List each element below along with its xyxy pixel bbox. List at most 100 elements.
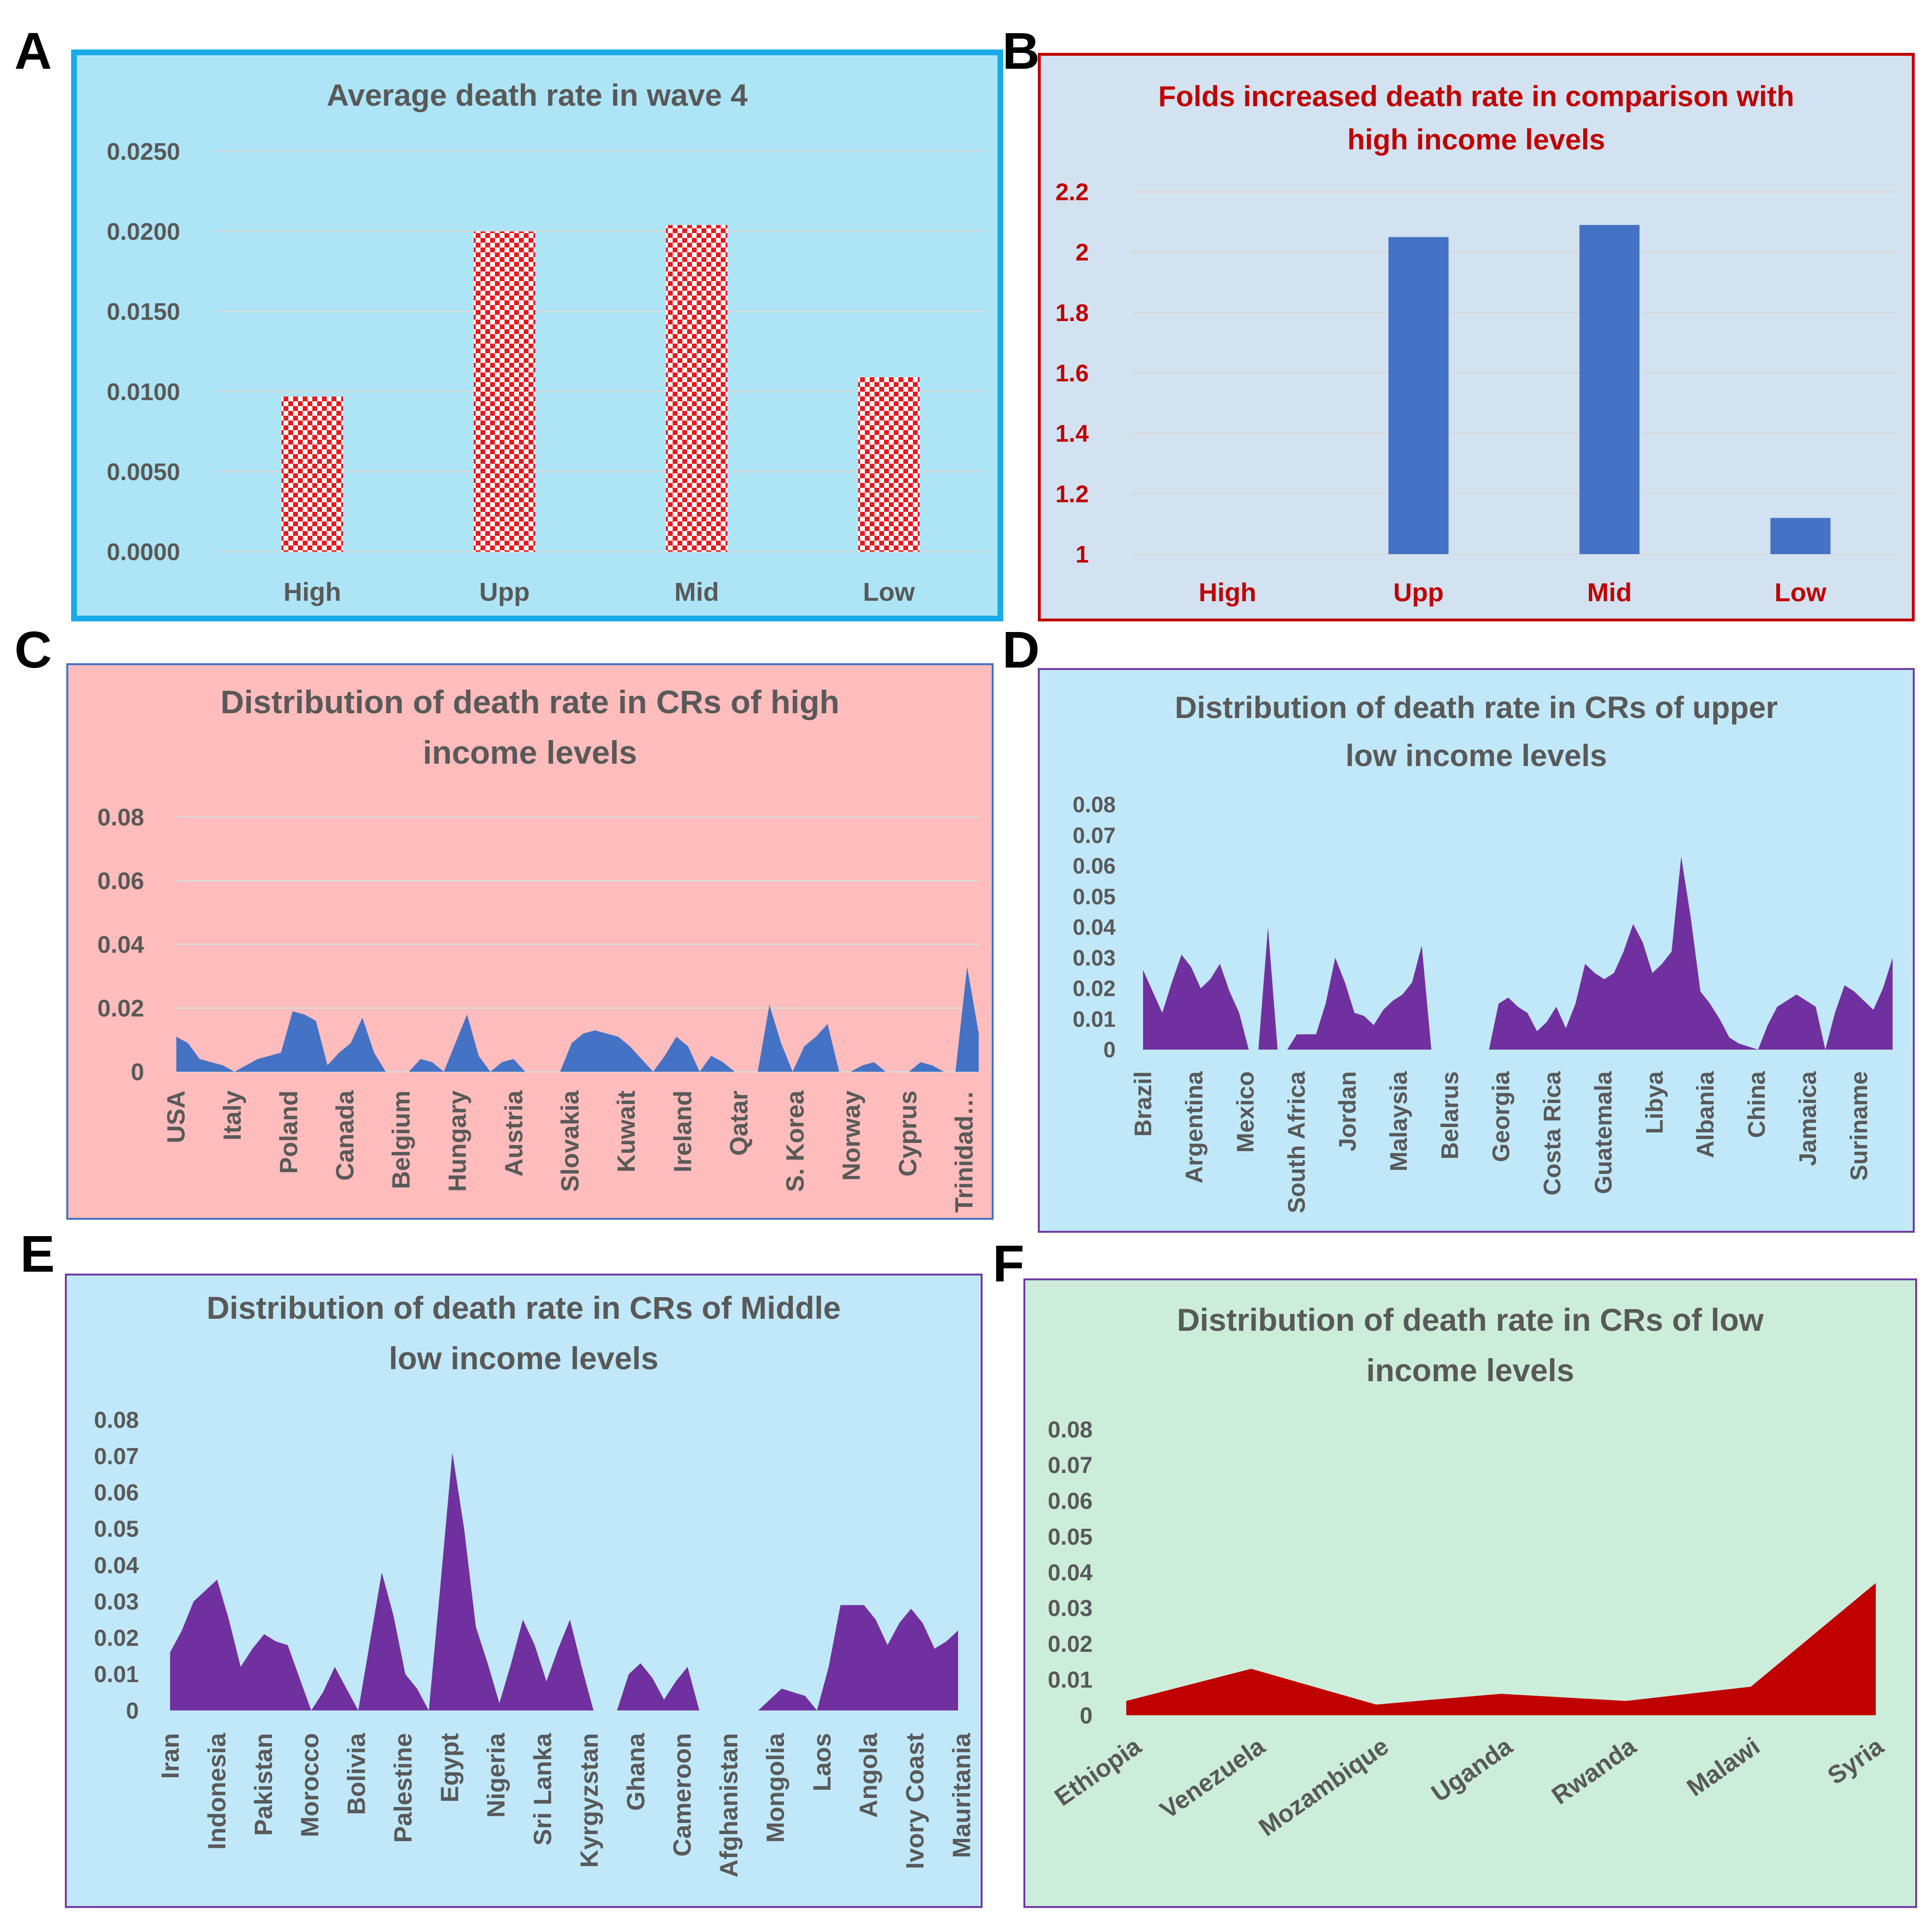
y-tick-label: 0.02 [98,995,144,1022]
y-tick-label: 0.01 [94,1662,139,1687]
y-tick-label: 0.01 [1072,1006,1116,1031]
area-series [176,966,979,1072]
y-tick-label: 0.08 [1072,792,1116,817]
x-tick-label: Mongolia [762,1733,789,1843]
bar [282,396,343,552]
y-tick-label: 0.05 [1072,884,1116,909]
chart-title: Distribution of death rate in CRs of Mid… [207,1290,841,1325]
bar [1770,518,1831,554]
y-tick-label: 0.0200 [107,218,180,245]
area-series [1143,856,1893,1050]
x-tick-label: Afghanistan [715,1733,743,1877]
x-tick-label: Low [1774,578,1827,607]
panel-letter-f: F [993,1234,1024,1292]
y-tick-label: 1.4 [1055,420,1089,447]
bar [858,377,920,552]
x-tick-label: USA [162,1090,190,1143]
x-tick-label: Uganda [1427,1732,1518,1808]
y-tick-label: 0.06 [98,867,144,894]
x-tick-label: Bolivia [343,1733,371,1815]
x-tick-label: Mexico [1232,1071,1259,1153]
y-tick-label: 0.03 [94,1589,139,1615]
chart-title: income levels [423,734,637,771]
x-tick-label: Libya [1641,1071,1668,1134]
x-tick-label: S. Korea [782,1090,810,1192]
x-tick-label: Georgia [1488,1071,1514,1162]
y-tick-label: 1 [1075,541,1089,568]
chart-svg: Average death rate in wave 4 0.0000 0.0050… [107,78,985,607]
chart-panel-e: Distribution of death rate in CRs of Mid… [65,1274,983,1908]
x-tick-label: South Africa [1283,1071,1310,1214]
x-tick-label: Malaysia [1385,1071,1412,1172]
x-tick-label: Angola [855,1733,883,1818]
y-tick-label: 0.02 [1072,976,1116,1001]
y-tick-label: 0.08 [1048,1417,1093,1443]
y-tick-label: 0.07 [94,1444,139,1469]
y-tick-label: 2 [1075,239,1089,266]
y-tick-label: 0.04 [94,1553,139,1578]
chart-title: Average death rate in wave 4 [327,78,748,112]
x-tick-label: Kyrgyzstan [576,1733,603,1868]
chart-panel-a: Average death rate in wave 4 0.0000 0.0050… [71,50,1003,621]
x-tick-label: Morocco [296,1733,324,1837]
x-tick-label: Ethiopia [1050,1732,1147,1812]
x-tick-label: Poland [275,1090,303,1174]
x-tick-label: Belarus [1437,1071,1464,1159]
x-tick-label: Upp [1393,578,1444,607]
y-tick-label: 0 [1080,1703,1093,1729]
x-tick-label: Italy [219,1090,246,1140]
chart-panel-d: Distribution of death rate in CRs of upp… [1038,668,1915,1233]
y-tick-label: 0 [131,1059,144,1086]
x-tick-label: Albania [1692,1071,1719,1158]
x-tick-label: Malawi [1682,1732,1765,1802]
x-tick-label: Argentina [1181,1071,1207,1184]
area-series [170,1452,958,1710]
chart-title: low income levels [389,1340,658,1376]
x-tick-label: China [1743,1071,1770,1138]
x-tick-label: Sri Lanka [529,1733,557,1846]
x-tick-label: Cyprus [894,1090,922,1177]
x-tick-label: Laos [808,1733,836,1791]
y-tick-label: 0.07 [1072,823,1116,848]
y-tick-label: 0.02 [1048,1632,1093,1657]
x-tick-label: Austria [500,1090,528,1177]
y-tick-label: 0.06 [94,1480,139,1506]
chart-svg: Folds increased death rate in comparison… [1055,80,1896,607]
chart-title: Folds increased death rate in comparison… [1158,80,1795,112]
y-tick-label: 0.03 [1048,1596,1093,1622]
bar [1388,237,1449,554]
x-tick-label: Slovakia [556,1090,584,1192]
chart-panel-c: Distribution of death rate in CRs of hig… [66,663,994,1220]
x-tick-label: Ghana [622,1733,650,1811]
y-tick-label: 0.0250 [107,138,180,165]
area-series [1126,1583,1876,1715]
x-tick-label: Canada [331,1090,359,1181]
x-tick-label: Suriname [1846,1071,1872,1181]
x-tick-label: Hungary [444,1090,472,1192]
chart-title: income levels [1366,1352,1575,1388]
y-tick-label: 1.6 [1055,360,1089,387]
bar [666,225,727,552]
y-tick-label: 0.01 [1048,1667,1093,1693]
panel-letter-d: D [1002,620,1040,679]
y-tick-label: 0.08 [94,1408,139,1433]
bar [474,231,535,552]
x-tick-label: Upp [480,578,530,607]
x-tick-label: High [1199,578,1256,607]
panel-letter-e: E [20,1225,55,1283]
chart-svg: Distribution of death rate in CRs of upp… [1072,690,1893,1214]
x-tick-label: Nigeria [482,1733,510,1818]
y-tick-label: 0 [1103,1037,1116,1062]
x-tick-label: Guatemala [1590,1071,1617,1194]
y-tick-label: 0.08 [98,804,144,831]
y-tick-label: 1.8 [1055,299,1089,326]
x-tick-label: Kuwait [613,1090,640,1172]
x-tick-label: Rwanda [1547,1732,1641,1810]
x-tick-label: Iran [157,1733,185,1779]
x-tick-label: Trinidad… [950,1090,978,1213]
x-tick-label: Mauritania [948,1733,976,1858]
x-tick-label: Low [863,578,915,607]
chart-panel-f: Distribution of death rate in CRs of low… [1023,1278,1917,1908]
chart-title: Distribution of death rate in CRs of hig… [221,684,839,720]
y-tick-label: 0.0050 [107,458,180,485]
